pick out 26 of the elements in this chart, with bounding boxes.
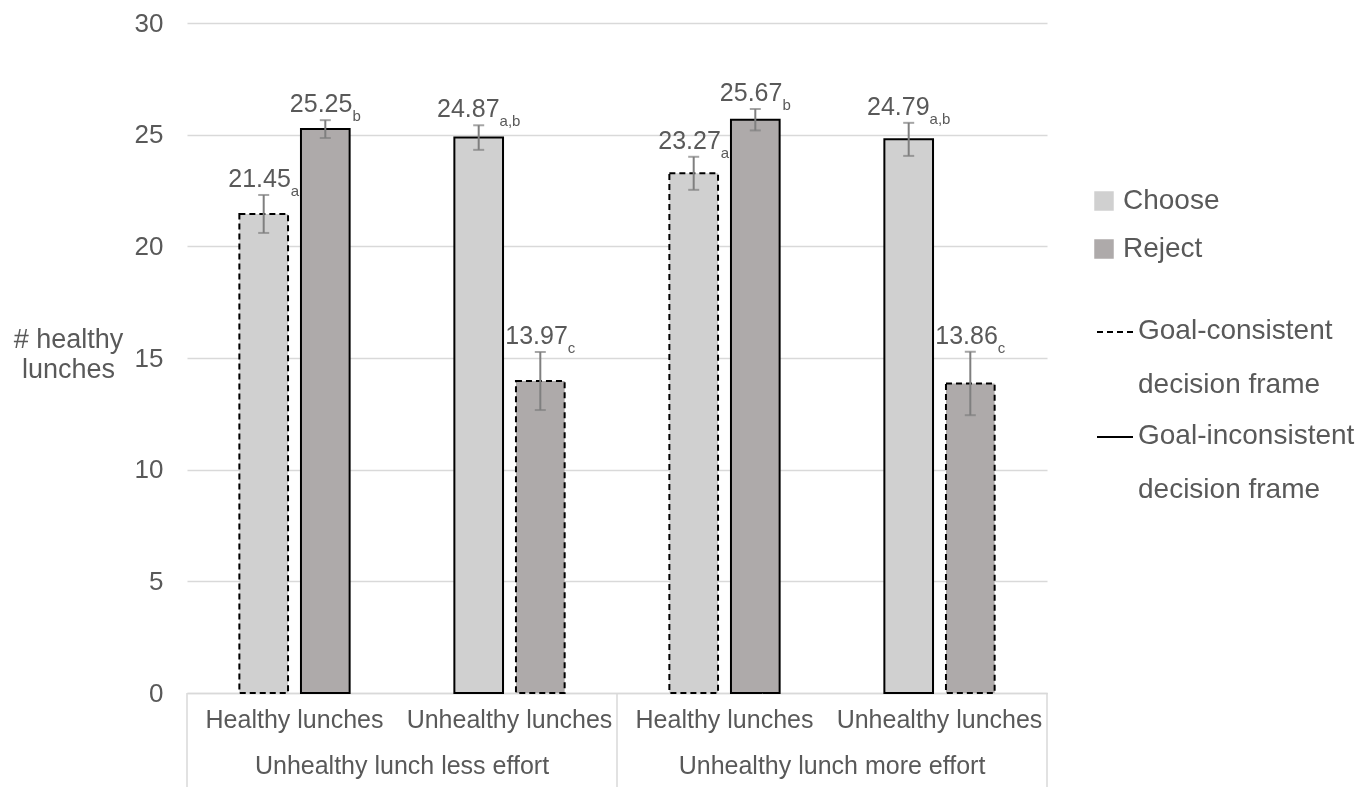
data-label: 25.67$_{b}$ [719, 77, 791, 113]
data-label: 21.45$_{a}$ [228, 163, 300, 199]
data-label: 23.27$_{a}$ [658, 125, 730, 161]
y-tick-label: 20 [134, 230, 164, 261]
data-label: 24.79$_{a,b}$ [866, 91, 951, 127]
x-tick-label: Unhealthy lunches [406, 704, 613, 733]
x-tick-label: Healthy lunches [635, 704, 814, 733]
y-tick-label: 25 [134, 119, 164, 150]
x-tick-label: Healthy lunches [205, 704, 384, 733]
legend-label: Reject [1123, 232, 1203, 263]
legend-label: Goal-inconsistent decision frame [1138, 419, 1355, 504]
y-tick-label: 30 [134, 7, 164, 38]
data-label: 13.86$_{c}$ [935, 320, 1006, 356]
text: Unhealthy lunch more effort [678, 751, 986, 779]
data-label: 13.97$_{c}$ [505, 320, 576, 356]
y-axis-title: # healthy lunches [13, 323, 124, 384]
y-tick-label: 5 [149, 565, 164, 596]
y-tick-label: 15 [134, 342, 164, 373]
x-tick-label: Unhealthy lunches [836, 704, 1043, 733]
legend-label: Choose [1123, 184, 1220, 215]
y-tick-label: 10 [134, 454, 164, 485]
y-tick-label: 0 [149, 677, 164, 708]
text: Unhealthy lunch less effort [254, 751, 550, 779]
data-label: 24.87$_{a,b}$ [436, 94, 521, 129]
legend-label: Goal-consistent decision frame [1138, 314, 1333, 399]
data-label: 25.25$_{b}$ [289, 89, 361, 124]
